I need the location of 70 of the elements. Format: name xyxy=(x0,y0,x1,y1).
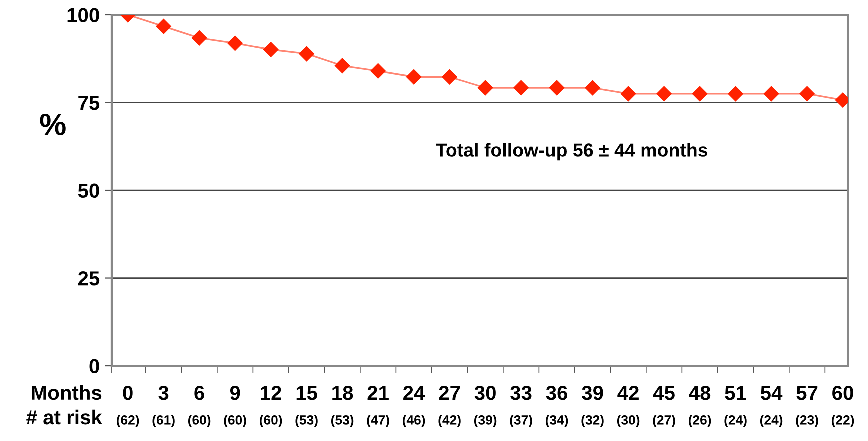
x-tick-label: 6 xyxy=(194,386,204,400)
y-axis-title: % xyxy=(40,114,66,136)
text: (61) xyxy=(152,415,175,428)
text: (32) xyxy=(582,415,604,428)
point xyxy=(692,86,708,102)
text: (30) xyxy=(617,415,640,428)
text: (34) xyxy=(546,415,568,428)
point xyxy=(263,42,279,58)
x-tick-label: 48 xyxy=(689,386,711,400)
x-tick-label: 18 xyxy=(332,386,354,400)
x-tick-label: 12 xyxy=(261,386,282,400)
text: (27) xyxy=(653,415,676,428)
text: (24) xyxy=(760,415,783,428)
x-tick-label: 33 xyxy=(510,386,532,400)
point xyxy=(728,86,744,102)
x-tick-label: 21 xyxy=(368,386,389,400)
point xyxy=(478,80,494,96)
x-tick-label: 0 xyxy=(123,386,133,400)
text: (53) xyxy=(296,415,318,428)
text: (26) xyxy=(688,415,712,428)
text: (37) xyxy=(510,415,532,428)
x-axis-title: Months xyxy=(32,385,102,400)
y-tick-label: 100 xyxy=(68,8,100,22)
y-tick-label: 75 xyxy=(78,96,100,110)
point xyxy=(334,58,350,74)
point xyxy=(192,30,208,46)
point xyxy=(764,86,780,102)
y-tick-label: 50 xyxy=(78,184,100,198)
x-tick-label: 24 xyxy=(404,386,426,400)
point xyxy=(656,86,672,102)
text: (22) xyxy=(832,415,854,428)
x-tick-label: 3 xyxy=(158,386,169,400)
x-tick-label: 27 xyxy=(439,386,460,400)
x-tick-label: 39 xyxy=(582,386,604,400)
x-tick-label: 9 xyxy=(230,386,240,400)
x-tick-label: 57 xyxy=(796,386,818,400)
y-tick-label: 0 xyxy=(90,359,100,374)
point xyxy=(620,86,636,102)
x-tick-label: 30 xyxy=(474,386,496,400)
point xyxy=(406,70,422,85)
point xyxy=(549,80,565,96)
text: (62) xyxy=(116,415,140,428)
x-tick-label: 15 xyxy=(296,386,318,400)
text: (60) xyxy=(188,415,211,428)
text: (24) xyxy=(724,415,747,428)
text: # at risk xyxy=(26,410,102,425)
x-tick-label: 36 xyxy=(546,386,568,400)
text: (60) xyxy=(224,415,246,428)
x-tick-label: 60 xyxy=(832,386,854,400)
point xyxy=(299,46,314,62)
x-tick-label: 45 xyxy=(653,386,675,400)
x-tick-label: 51 xyxy=(725,386,746,400)
text: (53) xyxy=(331,415,354,428)
point xyxy=(585,80,600,96)
point xyxy=(800,86,815,102)
point xyxy=(370,64,386,79)
point xyxy=(228,36,243,51)
text: (46) xyxy=(402,415,426,428)
point xyxy=(442,70,458,85)
point xyxy=(514,80,529,96)
annotation: Total follow-up 56 ± 44 months xyxy=(436,143,708,161)
text: (47) xyxy=(367,415,390,428)
x-tick-label: 54 xyxy=(760,386,783,400)
point xyxy=(156,19,172,34)
x-tick-label: 42 xyxy=(618,386,639,400)
text: (60) xyxy=(260,415,282,428)
text: (42) xyxy=(438,415,461,428)
text: (39) xyxy=(474,415,497,428)
text: (23) xyxy=(796,415,818,428)
y-tick-label: 25 xyxy=(78,272,100,286)
